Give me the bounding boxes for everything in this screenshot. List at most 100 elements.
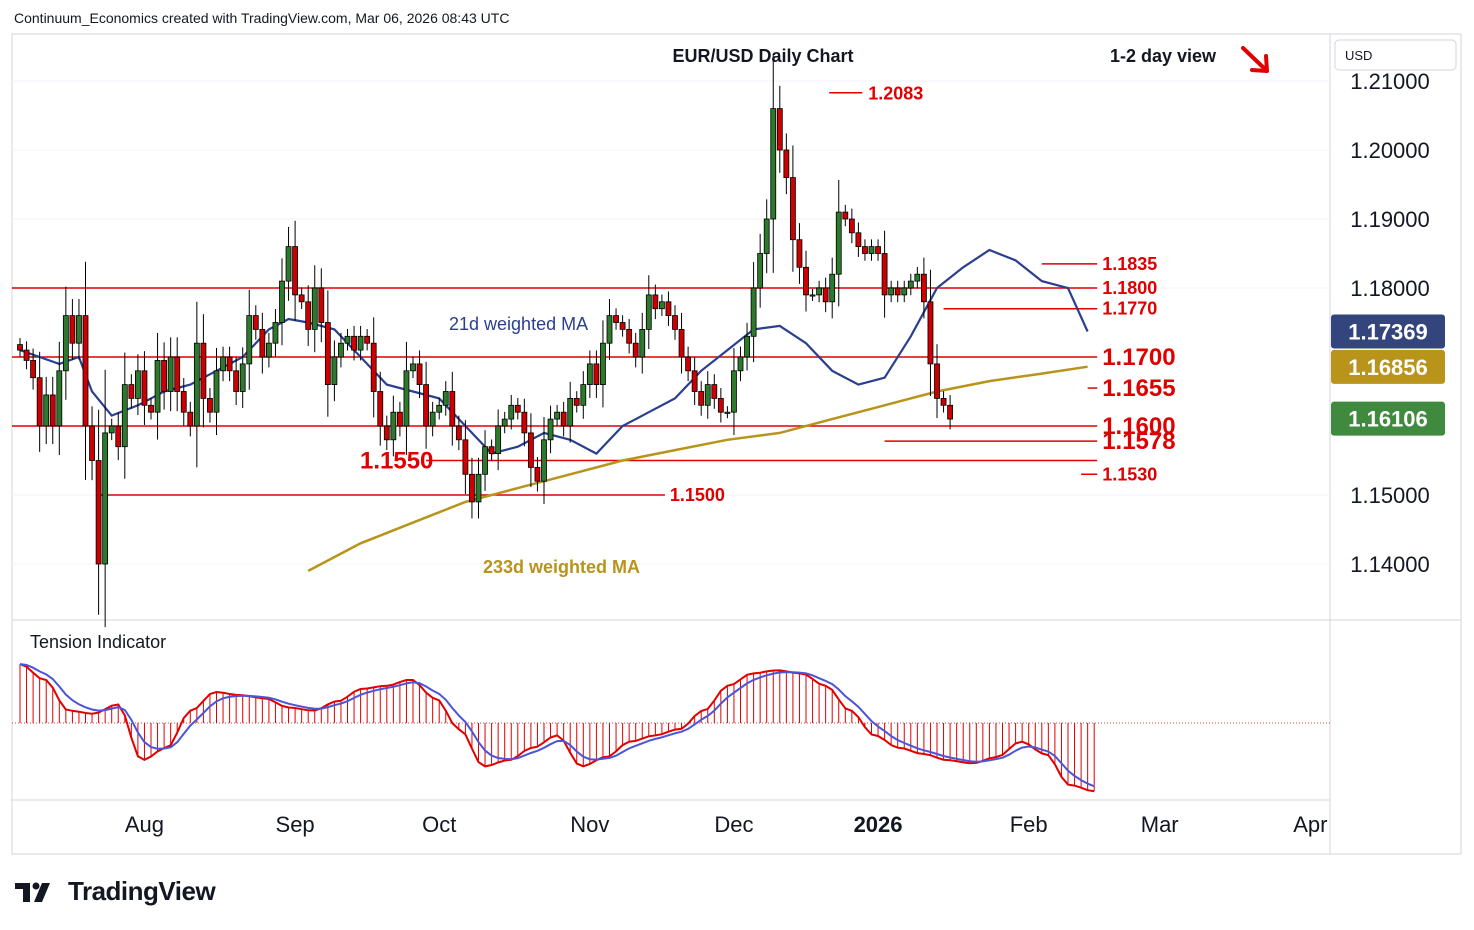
arrow-down-right-icon [1241, 46, 1269, 73]
ma233-label: 233d weighted MA [483, 557, 640, 577]
peak-label: 1.2083 [868, 84, 923, 104]
candle-body [894, 287, 901, 296]
price-tick-label: 1.14000 [1350, 552, 1430, 577]
candle-body [403, 370, 410, 427]
candle-body [881, 253, 888, 296]
level-label: 1.1600 [1102, 413, 1175, 440]
level-label: 1.1655 [1102, 375, 1175, 402]
candle-body [901, 287, 908, 296]
candle-body [862, 246, 868, 254]
candle-body [691, 370, 698, 392]
candle-body [462, 439, 469, 475]
candle-body [180, 391, 187, 413]
candle-body [62, 315, 69, 372]
candle-body [331, 356, 338, 386]
level-label: 1.1835 [1102, 254, 1157, 274]
tradingview-brand: TradingView [68, 876, 216, 906]
candle-body [455, 425, 462, 441]
level-label: 1.1500 [670, 485, 725, 505]
candle-body [305, 301, 312, 330]
tradingview-logo-icon [15, 882, 50, 902]
candle-body [233, 370, 240, 392]
candle-body [927, 301, 934, 365]
candle-body [652, 294, 659, 310]
candle-body [731, 370, 737, 413]
tension-line [19, 663, 1095, 793]
candle-body [645, 294, 652, 330]
candle-body [76, 315, 82, 344]
candle-body [246, 315, 253, 365]
candle-body [744, 335, 750, 358]
candle-body [619, 322, 626, 330]
candle-body [311, 287, 318, 330]
candle-body [796, 239, 803, 268]
currency-label: USD [1345, 48, 1372, 63]
candle-body [809, 294, 816, 297]
candle-body [711, 384, 718, 399]
candle-body [770, 108, 777, 220]
candle-body [757, 253, 764, 289]
level-lines [12, 91, 1098, 496]
ma21-price-badge-box [1331, 314, 1445, 349]
candle-body [822, 287, 829, 303]
candle-body [790, 177, 796, 241]
candle-body [678, 328, 685, 358]
ma21-line-group [19, 248, 1089, 455]
candle-body [659, 301, 665, 310]
chart-title: EUR/USD Daily Chart [672, 46, 853, 66]
candle-body [23, 349, 30, 361]
candle-body [272, 322, 279, 344]
candle-body [835, 211, 842, 275]
time-axis: Aug Sep Oct Nov Dec 2026 Feb Mar Apr [125, 812, 1328, 837]
candle-body [534, 466, 541, 482]
candle-body [154, 360, 161, 413]
candle-body [600, 342, 606, 386]
candle-body [580, 384, 587, 406]
view-label: 1-2 day view [1110, 46, 1217, 66]
candle-body [855, 232, 862, 248]
tradingview-footer: TradingView [14, 876, 216, 907]
candle-body [488, 446, 495, 455]
candle-body [508, 404, 515, 420]
time-tick-label: 2026 [854, 812, 903, 837]
candle-body [639, 328, 646, 358]
candle-body [528, 432, 534, 468]
candle-body [429, 411, 436, 427]
candle-body [226, 356, 233, 372]
candle-body [134, 370, 141, 399]
candle-body [776, 108, 783, 151]
candle-body [685, 356, 691, 372]
candle-body [816, 287, 822, 296]
candle-body [324, 322, 331, 385]
candle-body [141, 370, 148, 406]
candle-body [102, 432, 109, 565]
time-tick-label: Mar [1141, 812, 1179, 837]
candle-body [501, 418, 508, 427]
candle-body [344, 335, 351, 344]
last-price-badge: 1.16106 [1348, 407, 1428, 432]
price-badges: 1.17369 1.16856 1.16106 [1331, 314, 1445, 436]
candle-body [593, 363, 600, 385]
candle-body [888, 287, 895, 296]
candle-body [377, 391, 384, 427]
candle-body [174, 356, 181, 392]
candle-body [220, 356, 226, 372]
candle-body [868, 246, 875, 254]
candle-body [940, 397, 947, 406]
candle-body [213, 370, 220, 413]
candle-body [167, 356, 174, 392]
candle-body [43, 394, 50, 427]
candle-body [763, 218, 770, 254]
candle-body [783, 149, 790, 179]
candle-body [554, 411, 560, 420]
currency-box[interactable] [1334, 39, 1457, 71]
candle-body [672, 315, 678, 330]
candle-body [613, 315, 619, 323]
time-tick-label: Feb [1010, 812, 1048, 837]
tension-indicator-pane [12, 663, 1330, 793]
candle-body [318, 287, 325, 323]
candle-body [292, 246, 299, 296]
candle-body [252, 315, 259, 330]
candle-body [410, 363, 416, 372]
